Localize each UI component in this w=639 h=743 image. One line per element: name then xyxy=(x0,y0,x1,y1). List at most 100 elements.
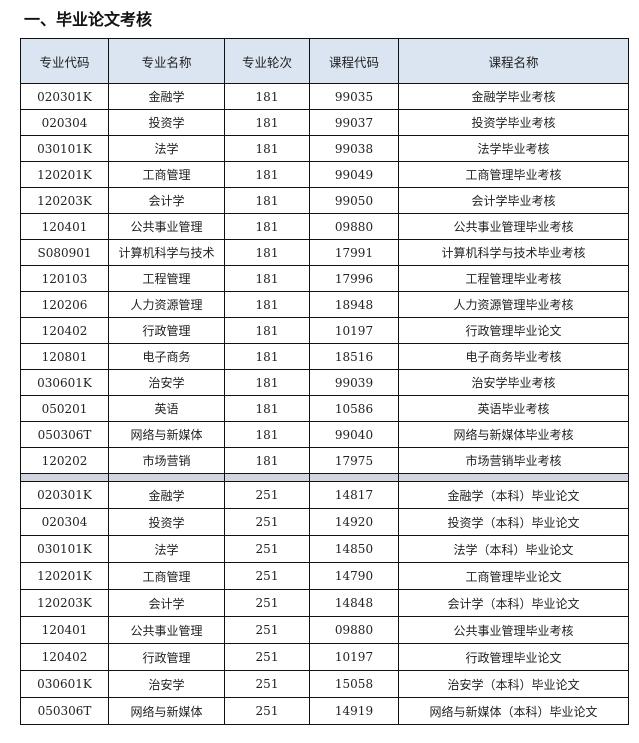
table-row: 030601K 治安学 181 99039 治安学毕业考核 xyxy=(20,369,629,396)
table-row: 120202 市场营销 181 17975 市场营销毕业考核 xyxy=(20,447,629,474)
cell-course-code: 18516 xyxy=(309,343,399,370)
cell-course-code: 10586 xyxy=(309,395,399,422)
table-row: 030601K 治安学 251 15058 治安学（本科）毕业论文 xyxy=(20,670,629,698)
cell-major-code: 120202 xyxy=(20,447,109,474)
cell-course-name: 工商管理毕业考核 xyxy=(398,161,629,188)
cell-major-code: 030101K xyxy=(20,135,109,162)
cell-major-round: 181 xyxy=(224,343,310,370)
cell-course-name: 网络与新媒体毕业考核 xyxy=(398,421,629,448)
cell-major-round: 251 xyxy=(224,670,310,698)
cell-major-round: 181 xyxy=(224,109,310,136)
cell-course-name: 行政管理毕业论文 xyxy=(398,643,629,671)
cell-course-name: 金融学毕业考核 xyxy=(398,83,629,110)
header-major-code: 专业代码 xyxy=(20,38,109,84)
cell-major-code: 020304 xyxy=(20,508,109,536)
cell-major-code: 120401 xyxy=(20,616,109,644)
cell-major-code: 120203K xyxy=(20,589,109,617)
table-row: 050306T 网络与新媒体 251 14919 网络与新媒体（本科）毕业论文 xyxy=(20,697,629,725)
group-separator xyxy=(20,473,629,482)
cell-course-code: 09880 xyxy=(309,616,399,644)
cell-major-code: 120401 xyxy=(20,213,109,240)
cell-major-name: 投资学 xyxy=(108,508,225,536)
cell-course-code: 17975 xyxy=(309,447,399,474)
cell-course-code: 99040 xyxy=(309,421,399,448)
cell-course-name: 工程管理毕业考核 xyxy=(398,265,629,292)
cell-major-code: 030601K xyxy=(20,369,109,396)
header-course-code: 课程代码 xyxy=(309,38,399,84)
cell-course-code: 99050 xyxy=(309,187,399,214)
cell-major-round: 181 xyxy=(224,213,310,240)
cell-course-name: 工商管理毕业论文 xyxy=(398,562,629,590)
cell-major-name: 会计学 xyxy=(108,187,225,214)
cell-major-code: 050306T xyxy=(20,697,109,725)
cell-course-code: 17991 xyxy=(309,239,399,266)
cell-course-name: 法学毕业考核 xyxy=(398,135,629,162)
cell-major-name: 行政管理 xyxy=(108,643,225,671)
cell-major-code: 050306T xyxy=(20,421,109,448)
cell-major-name: 网络与新媒体 xyxy=(108,421,225,448)
cell-course-code: 10197 xyxy=(309,643,399,671)
cell-major-code: 020304 xyxy=(20,109,109,136)
cell-major-round: 181 xyxy=(224,161,310,188)
cell-course-name: 治安学（本科）毕业论文 xyxy=(398,670,629,698)
cell-major-round: 181 xyxy=(224,135,310,162)
cell-major-code: 120201K xyxy=(20,161,109,188)
cell-course-name: 行政管理毕业论文 xyxy=(398,317,629,344)
table-row: 120402 行政管理 181 10197 行政管理毕业论文 xyxy=(20,317,629,344)
cell-major-round: 181 xyxy=(224,83,310,110)
cell-major-code: 120203K xyxy=(20,187,109,214)
course-table: 专业代码 专业名称 专业轮次 课程代码 课程名称 020301K 金融学 181 99035 金… xyxy=(20,38,629,725)
cell-major-code: S080901 xyxy=(20,239,109,266)
cell-major-name: 公共事业管理 xyxy=(108,213,225,240)
cell-course-name: 英语毕业考核 xyxy=(398,395,629,422)
cell-major-code: 120103 xyxy=(20,265,109,292)
cell-course-code: 18948 xyxy=(309,291,399,318)
cell-course-code: 14919 xyxy=(309,697,399,725)
table-row: 020301K 金融学 181 99035 金融学毕业考核 xyxy=(20,83,629,110)
cell-course-code: 99037 xyxy=(309,109,399,136)
cell-course-name: 人力资源管理毕业考核 xyxy=(398,291,629,318)
cell-major-name: 工商管理 xyxy=(108,161,225,188)
cell-course-name: 金融学（本科）毕业论文 xyxy=(398,481,629,509)
cell-major-name: 市场营销 xyxy=(108,447,225,474)
cell-major-name: 行政管理 xyxy=(108,317,225,344)
cell-major-name: 网络与新媒体 xyxy=(108,697,225,725)
cell-major-code: 020301K xyxy=(20,83,109,110)
cell-course-code: 14790 xyxy=(309,562,399,590)
cell-major-round: 251 xyxy=(224,616,310,644)
table-row: 020304 投资学 181 99037 投资学毕业考核 xyxy=(20,109,629,136)
cell-course-code: 09880 xyxy=(309,213,399,240)
cell-major-name: 公共事业管理 xyxy=(108,616,225,644)
table-row: 120203K 会计学 181 99050 会计学毕业考核 xyxy=(20,187,629,214)
cell-course-code: 15058 xyxy=(309,670,399,698)
cell-major-code: 030601K xyxy=(20,670,109,698)
cell-major-code: 120402 xyxy=(20,317,109,344)
table-row: S080901 计算机科学与技术 181 17991 计算机科学与技术毕业考核 xyxy=(20,239,629,266)
cell-major-round: 251 xyxy=(224,535,310,563)
cell-course-code: 10197 xyxy=(309,317,399,344)
cell-course-code: 14850 xyxy=(309,535,399,563)
cell-major-round: 181 xyxy=(224,447,310,474)
table-row: 030101K 法学 251 14850 法学（本科）毕业论文 xyxy=(20,535,629,563)
table-row: 120201K 工商管理 181 99049 工商管理毕业考核 xyxy=(20,161,629,188)
separator-cell xyxy=(20,473,109,482)
cell-course-code: 99035 xyxy=(309,83,399,110)
cell-major-round: 251 xyxy=(224,697,310,725)
cell-major-round: 181 xyxy=(224,239,310,266)
table-row: 120801 电子商务 181 18516 电子商务毕业考核 xyxy=(20,343,629,370)
cell-major-round: 181 xyxy=(224,421,310,448)
cell-major-name: 人力资源管理 xyxy=(108,291,225,318)
cell-course-name: 投资学（本科）毕业论文 xyxy=(398,508,629,536)
cell-course-code: 14817 xyxy=(309,481,399,509)
table-row: 050306T 网络与新媒体 181 99040 网络与新媒体毕业考核 xyxy=(20,421,629,448)
cell-course-code: 14920 xyxy=(309,508,399,536)
cell-major-name: 治安学 xyxy=(108,369,225,396)
cell-major-name: 电子商务 xyxy=(108,343,225,370)
cell-major-round: 251 xyxy=(224,562,310,590)
cell-course-code: 99038 xyxy=(309,135,399,162)
cell-course-name: 投资学毕业考核 xyxy=(398,109,629,136)
header-major-name: 专业名称 xyxy=(108,38,225,84)
cell-course-name: 电子商务毕业考核 xyxy=(398,343,629,370)
table-row: 120206 人力资源管理 181 18948 人力资源管理毕业考核 xyxy=(20,291,629,318)
separator-cell xyxy=(398,473,629,482)
